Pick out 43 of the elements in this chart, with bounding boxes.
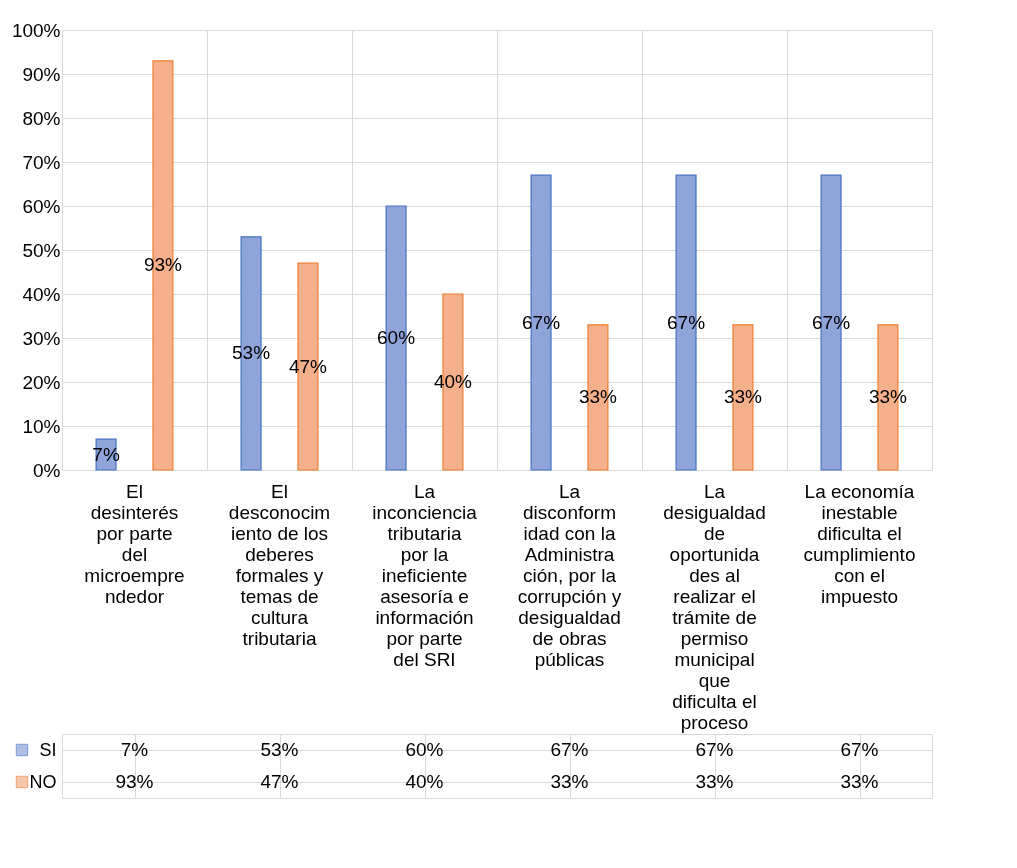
legend-label: NO xyxy=(29,771,57,792)
x-tick-label: La economía inestable dificulta el cumplimiento con el impuesto xyxy=(803,480,916,607)
text: 60% xyxy=(405,739,444,760)
text: 40% xyxy=(405,771,444,792)
text: 67% xyxy=(522,311,561,333)
y-tick-label: 80% xyxy=(22,107,61,129)
text: 93% xyxy=(115,771,154,792)
x-tick-label: El desinterés por parte del microemprendedor xyxy=(84,480,185,607)
text: 53% xyxy=(260,739,299,760)
text: 33% xyxy=(868,386,907,408)
y-tick-label: 50% xyxy=(22,239,61,261)
y-tick-label: 100% xyxy=(11,19,61,41)
text: 67% xyxy=(550,739,589,760)
y-tick-label: 60% xyxy=(22,195,61,217)
text: 67% xyxy=(812,311,851,333)
text: 7% xyxy=(120,739,149,760)
text: 33% xyxy=(840,771,879,792)
y-tick-label: 40% xyxy=(22,283,61,305)
text: 40% xyxy=(433,371,472,392)
text: 47% xyxy=(288,355,327,377)
y-tick-label: 20% xyxy=(22,371,61,393)
y-tick-label: 10% xyxy=(22,415,61,437)
x-tick-label: El desconocimiento de los deberes formales y temas de cultura tributaria xyxy=(228,480,331,649)
text: 67% xyxy=(667,311,706,333)
y-tick-label: 70% xyxy=(22,151,61,173)
category-label: La inconciencia tributaria por la ineficiente asesoría e información por parte del SRI xyxy=(372,480,477,670)
text: 67% xyxy=(695,739,734,760)
text: 60% xyxy=(377,327,416,348)
text: 7% xyxy=(92,443,120,465)
y-tick-label: 30% xyxy=(22,327,61,349)
text: 33% xyxy=(578,386,617,408)
text: 93% xyxy=(143,254,182,276)
text: 53% xyxy=(232,342,271,364)
text: 67% xyxy=(840,739,879,760)
legend-label: SI xyxy=(39,739,57,760)
text: 33% xyxy=(695,771,734,792)
y-tick-label: 90% xyxy=(22,63,61,85)
category-label: La disconformidad con la Administración, por la corrupción y desigualdad de obras públicas xyxy=(517,480,622,670)
text: 33% xyxy=(723,386,762,408)
y-tick-label: 0% xyxy=(33,459,61,481)
text: 33% xyxy=(550,771,589,792)
text: 47% xyxy=(260,771,299,792)
category-label: La desigualdad de oportunidades al realizar el trámite de permiso municipal que dificulta el proceso xyxy=(663,480,766,733)
